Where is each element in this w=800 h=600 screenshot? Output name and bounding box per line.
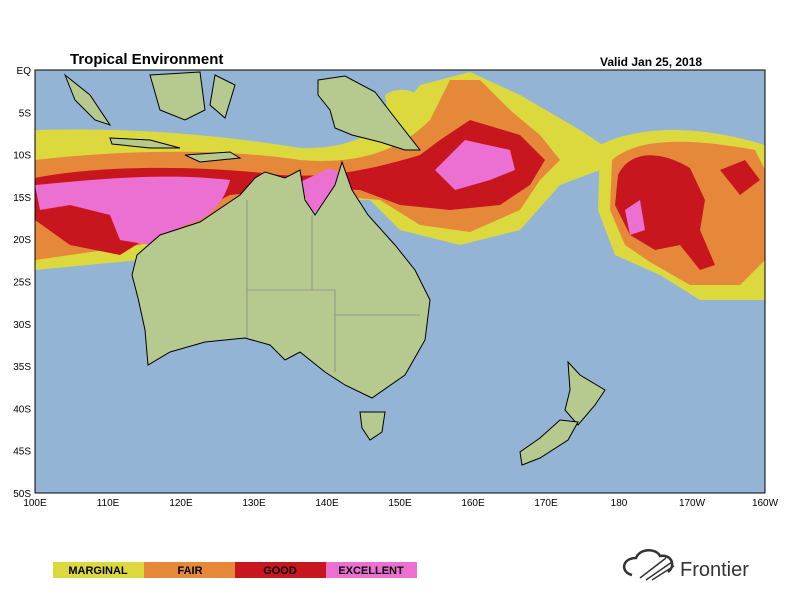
- lon-label: 160E: [461, 498, 485, 509]
- lat-label: 20S: [13, 235, 31, 246]
- lat-label: 15S: [13, 193, 31, 204]
- lat-label: 5S: [19, 108, 32, 119]
- legend-label: FAIR: [177, 565, 202, 577]
- lat-label: 25S: [13, 278, 31, 289]
- lat-label: 30S: [13, 320, 31, 331]
- lon-label: 140E: [315, 498, 339, 509]
- map-frame: [34, 69, 766, 494]
- lon-label: 120E: [169, 498, 193, 509]
- lat-label: EQ: [17, 66, 32, 77]
- legend-swatch: [326, 562, 417, 578]
- legend: MARGINAL FAIR GOOD EXCELLENT: [53, 562, 417, 578]
- logo-text: Frontier: [680, 559, 749, 581]
- legend-label: EXCELLENT: [338, 565, 404, 577]
- map-area: [35, 70, 765, 493]
- legend-label: MARGINAL: [68, 565, 128, 577]
- lon-label: 130E: [242, 498, 266, 509]
- lat-label: 45S: [13, 447, 31, 458]
- lon-label: 150E: [388, 498, 412, 509]
- legend-swatch: [53, 562, 144, 578]
- land: [63, 71, 606, 466]
- legend-swatch: [235, 562, 326, 578]
- lat-label: 40S: [13, 404, 31, 415]
- lon-label: 170E: [534, 498, 558, 509]
- logo-icon: [623, 549, 674, 577]
- lat-label: 35S: [13, 362, 31, 373]
- lat-label: 50S: [13, 489, 31, 500]
- valid-date: Valid Jan 25, 2018: [600, 55, 702, 69]
- logo: Frontier: [623, 549, 749, 581]
- lon-label: 180: [611, 498, 628, 509]
- state-borders: [246, 200, 420, 372]
- lon-label: 110E: [97, 498, 120, 509]
- lon-label: 160W: [752, 498, 779, 509]
- lon-label: 100E: [23, 498, 47, 509]
- legend-label: GOOD: [263, 565, 297, 577]
- title: Tropical Environment: [70, 51, 223, 68]
- lon-label: 170W: [679, 498, 706, 509]
- logo-icon: [639, 557, 675, 581]
- legend-swatch: [144, 562, 235, 578]
- lat-label: 10S: [13, 151, 31, 162]
